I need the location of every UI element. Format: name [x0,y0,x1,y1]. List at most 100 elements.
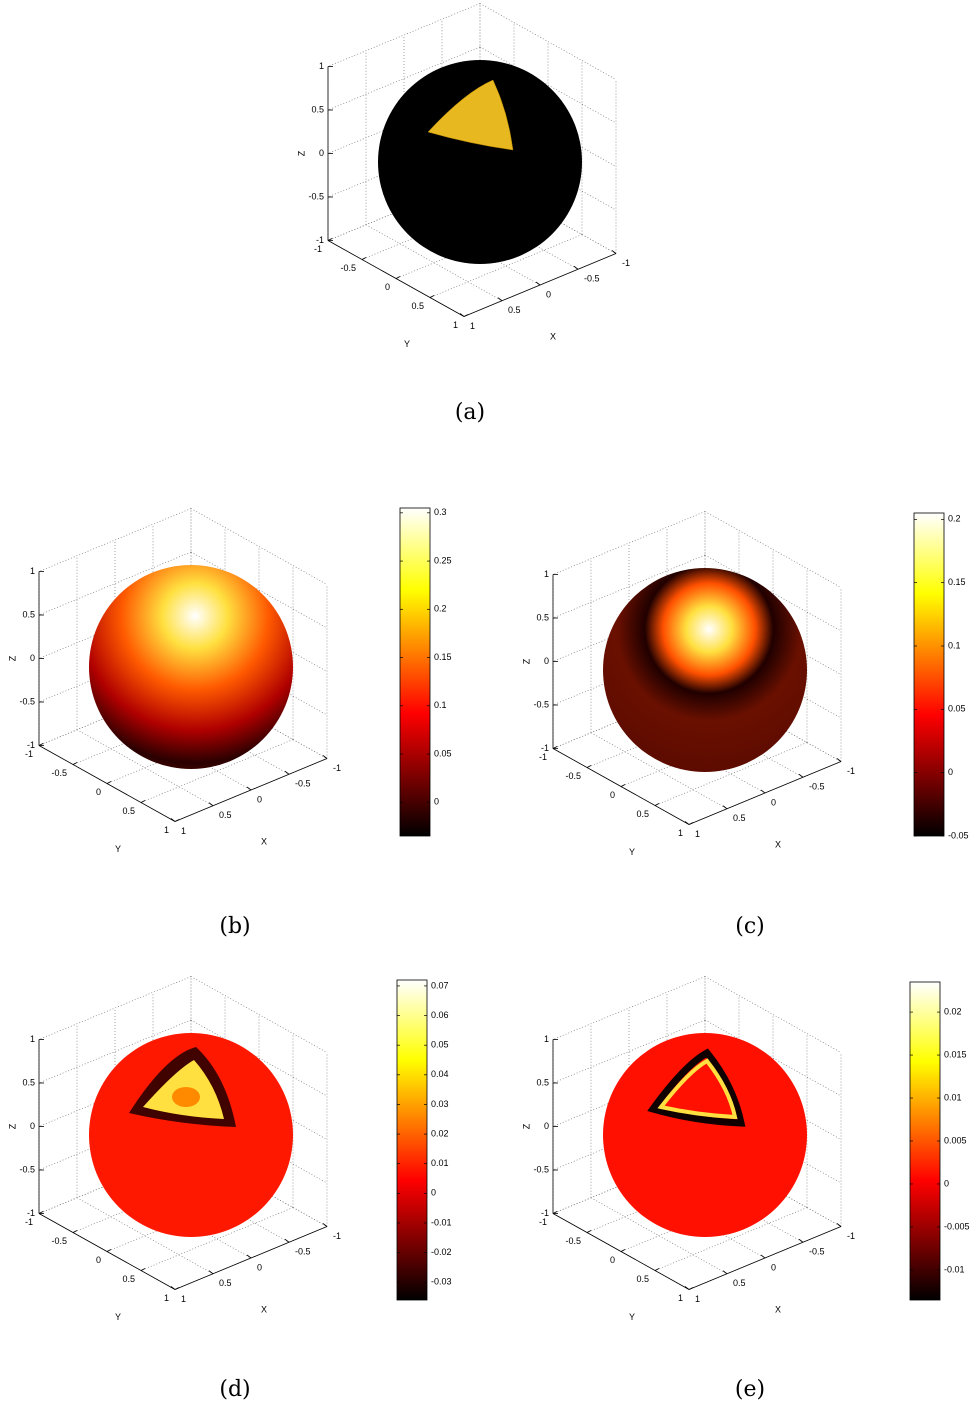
y-tick-label: -1 [314,244,322,254]
colorbar-tick-label: 0.05 [948,704,966,714]
y-axis-label: Y [404,339,410,349]
colorbar-tick-label: 0.05 [431,1040,449,1050]
axis-line [72,1230,78,1233]
caption: (d) [219,1377,250,1402]
x-tick-label: 1 [695,1294,700,1304]
axis-line [535,281,541,286]
grid-line [704,511,842,588]
colorbar-tick-label: 0.06 [431,1010,449,1020]
z-tick-label: 1 [544,569,549,579]
colorbar-tick-label: 0.01 [944,1092,962,1102]
caption: (e) [735,1377,765,1402]
y-tick-label: 0.5 [122,1274,135,1284]
grid-line [38,976,192,1040]
grid-line [552,511,706,575]
z-tick-label: -1 [541,1208,549,1218]
axis-line [654,1268,660,1271]
x-tick-label: 0.5 [733,813,746,823]
y-tick-label: 0.5 [411,301,424,311]
colorbar-tick-label: 0 [434,797,439,807]
grid-line [140,739,294,803]
caption: (a) [455,400,485,425]
axis-line [611,250,617,254]
colorbar-tick-label: 0.2 [948,514,961,524]
axis-line [459,313,465,317]
y-tick-label: 0 [385,282,390,292]
grid-line [190,976,328,1053]
x-tick-label: -1 [622,258,630,268]
colorbar-tick-label: 0.04 [431,1069,449,1079]
grid-line [190,551,328,629]
colorbar-tick-label: 0.03 [431,1099,449,1109]
y-tick-label: 0.5 [636,1274,649,1284]
y-tick-label: 0 [96,1255,101,1265]
grid-line [704,1150,842,1227]
z-tick-label: -0.5 [19,696,35,706]
colorbar-tick-label: 0.07 [431,980,449,990]
axis-line [170,1286,176,1290]
colorbar-tick-label: 0.015 [944,1049,967,1059]
axis-line [722,1270,728,1275]
x-tick-label: -0.5 [584,274,600,284]
axis-line [106,781,112,784]
z-tick-label: 0 [319,148,324,158]
grid-line [704,641,842,719]
x-tick-label: -0.5 [295,779,311,789]
axis-line [836,1223,842,1227]
axis-line [395,276,401,279]
y-tick-label: -0.5 [340,263,356,273]
y-tick-label: 0.5 [636,809,649,819]
y-tick-label: -1 [539,752,547,762]
grid-line [479,3,617,80]
grid-line [365,224,503,302]
grid-line [76,729,214,807]
axis-line [688,1287,694,1290]
axis-line [208,1270,214,1275]
colorbar-tick-label: 0.2 [434,604,447,614]
y-tick-label: 1 [164,1293,169,1303]
grid-line [704,1106,842,1184]
x-tick-label: 1 [470,321,475,331]
colorbar [913,512,945,837]
colorbar-tick-label: -0.02 [431,1247,452,1257]
axis-line [798,1238,804,1243]
grid-line [190,682,328,759]
grid-line [152,1165,290,1243]
colorbar-tick-label: 0.005 [944,1135,967,1145]
y-axis-label: Y [629,1312,635,1322]
x-tick-label: 1 [181,826,186,836]
axis-line [798,773,804,778]
x-axis-label: X [261,836,267,846]
y-tick-label: 0 [610,1255,615,1265]
y-tick-label: 1 [678,828,683,838]
z-tick-label: 1 [30,566,35,576]
axis-line [620,1249,626,1252]
y-tick-label: 1 [678,1293,683,1303]
axis-line [722,805,728,810]
z-tick-label: 1 [544,1034,549,1044]
axis-line [208,802,214,807]
axis-line [684,1286,690,1290]
axis-line [106,1249,112,1252]
grid-line [403,208,541,286]
grid-line [327,3,481,67]
z-tick-label: 1 [30,1034,35,1044]
grid-line [552,976,706,1040]
x-tick-label: -1 [847,766,855,776]
grid-line [628,1181,766,1259]
sphere [378,60,582,264]
sphere [603,568,807,772]
axis-line [497,297,503,302]
grid-line [666,700,804,778]
axis-line [573,265,579,270]
axis-line [586,1230,592,1233]
axis-line [688,822,694,825]
x-axis-label: X [775,839,781,849]
colorbar-tick-label: -0.01 [431,1217,452,1227]
z-tick-label: -0.5 [533,1164,549,1174]
caption: (b) [219,914,250,939]
grid-line [704,685,842,762]
y-tick-label: -1 [25,749,33,759]
axis-line [586,765,592,768]
